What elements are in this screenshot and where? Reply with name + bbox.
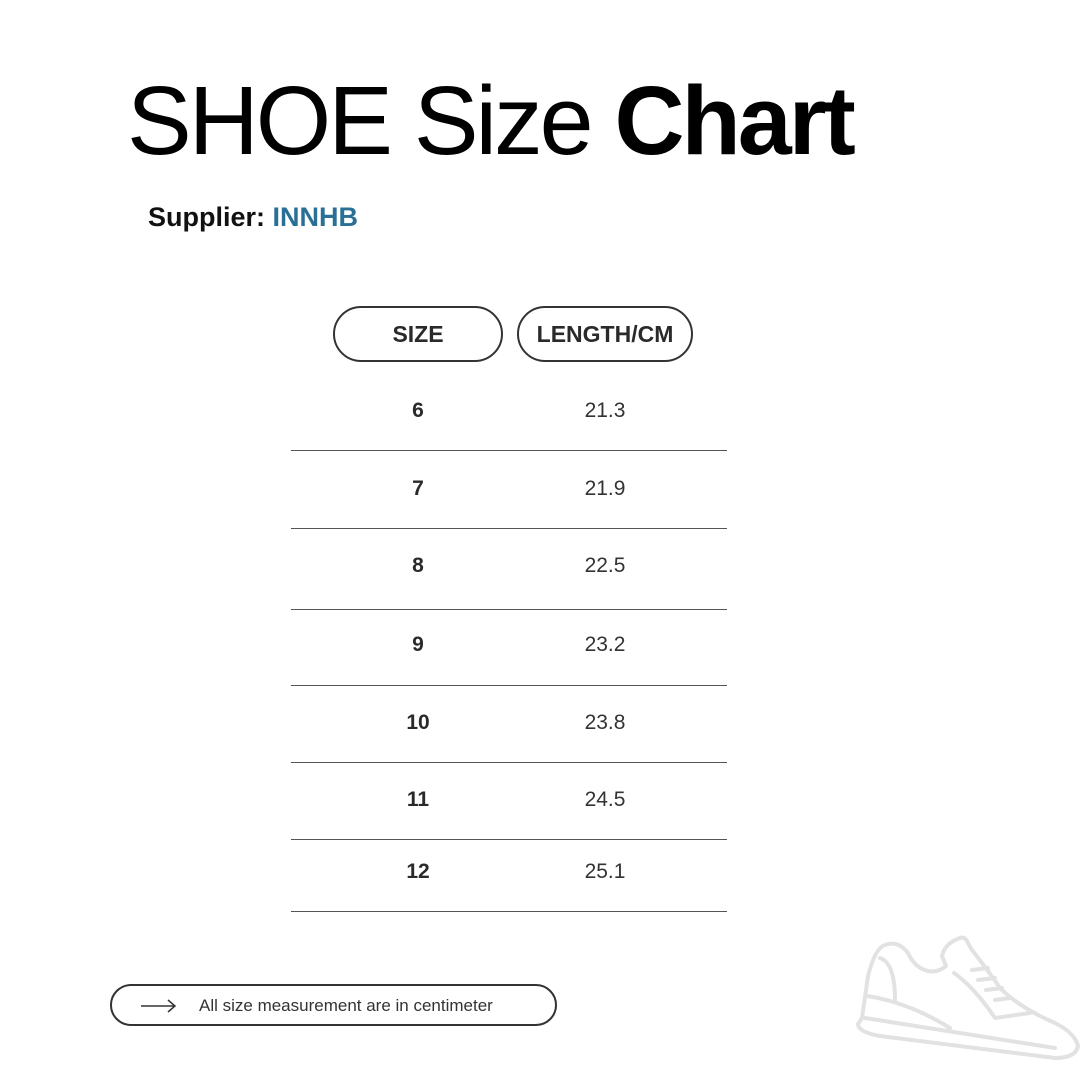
table-row-divider (291, 911, 727, 912)
arrow-right-icon (141, 999, 177, 1013)
table-row-divider (291, 839, 727, 840)
table-row-divider (291, 762, 727, 763)
length-cell: 23.2 (584, 633, 626, 656)
length-cell: 23.8 (584, 711, 626, 734)
length-cell: 22.5 (584, 554, 626, 577)
table-row-divider (291, 450, 727, 451)
header-length: LENGTH/CM (517, 306, 693, 362)
length-cell: 25.1 (584, 860, 626, 883)
supplier-line: Supplier: INNHB (148, 202, 358, 233)
table-row-divider (291, 528, 727, 529)
measurement-note: All size measurement are in centimeter (110, 984, 557, 1026)
size-cell: 10 (406, 711, 430, 734)
supplier-name: INNHB (272, 202, 359, 232)
title-light: SHOE Size (127, 66, 615, 175)
size-cell: 8 (412, 554, 424, 577)
length-cell: 21.3 (584, 399, 626, 422)
size-cell: 9 (412, 633, 424, 656)
table-row-divider (291, 609, 727, 610)
length-cell: 24.5 (584, 788, 626, 811)
header-size: SIZE (333, 306, 503, 362)
sneaker-icon (856, 935, 1080, 1060)
note-text: All size measurement are in centimeter (199, 996, 493, 1015)
supplier-label: Supplier: (148, 202, 273, 232)
size-cell: 12 (406, 860, 430, 883)
page-title: SHOE Size Chart (127, 72, 856, 169)
table-row-divider (291, 685, 727, 686)
title-bold: Chart (614, 66, 856, 175)
size-cell: 6 (412, 399, 424, 422)
length-cell: 21.9 (584, 477, 626, 500)
size-cell: 11 (406, 788, 430, 811)
size-cell: 7 (412, 477, 424, 500)
